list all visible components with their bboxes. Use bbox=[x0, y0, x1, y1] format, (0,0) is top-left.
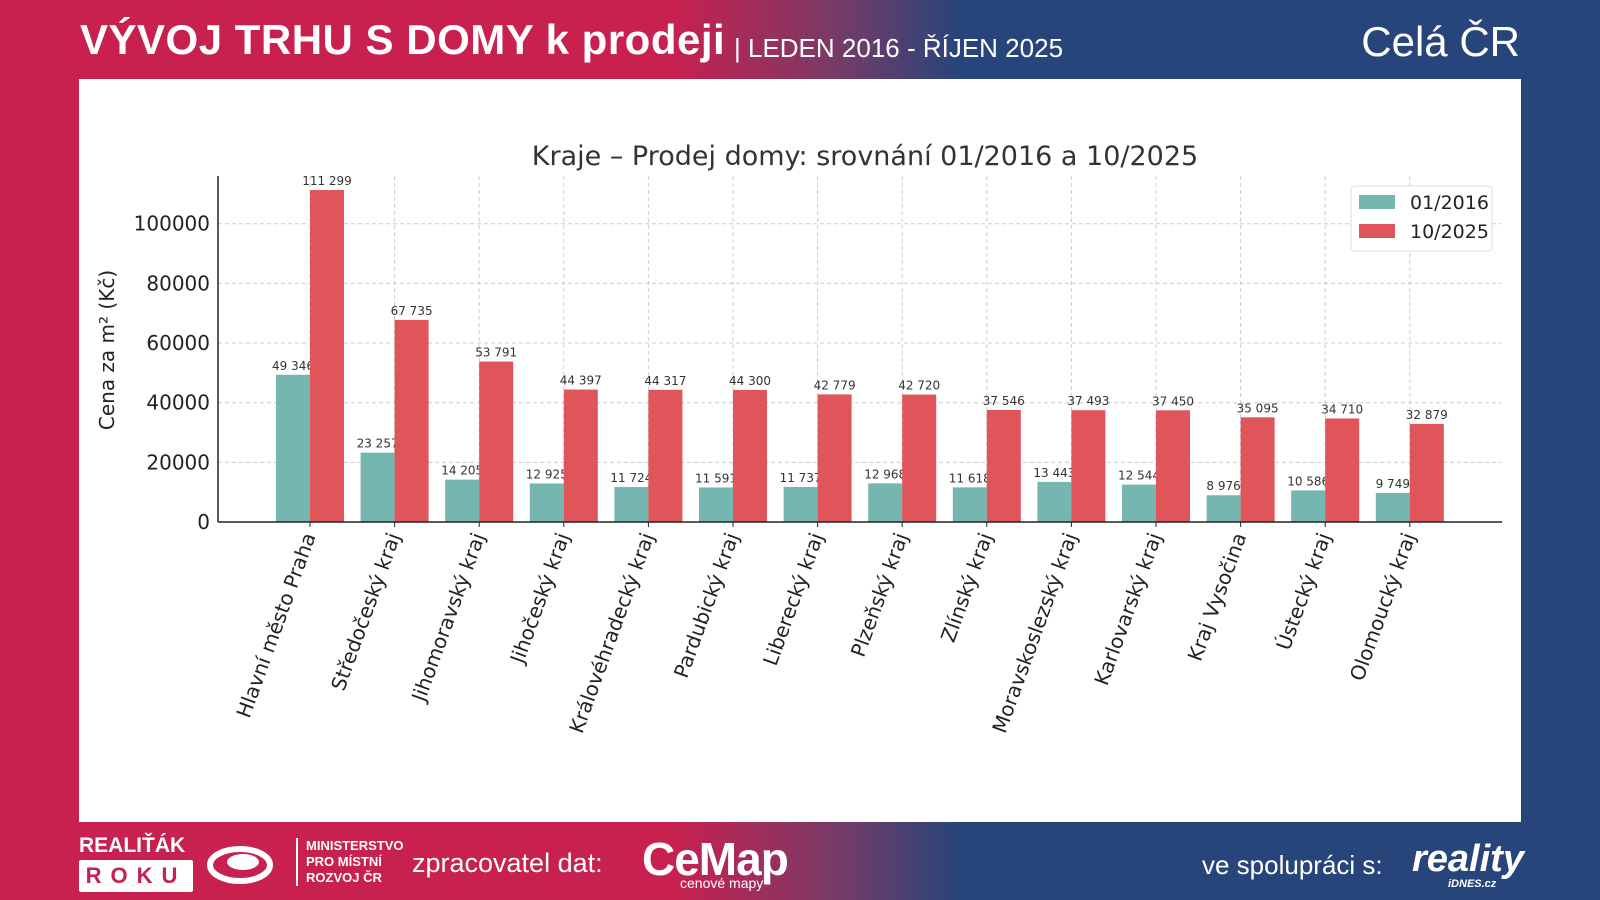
data-label: 9 749 bbox=[1376, 477, 1410, 491]
bar-2016 bbox=[1037, 481, 1072, 522]
legend-swatch-2016 bbox=[1359, 195, 1395, 209]
x-tick-label: Ústecký kraj bbox=[1271, 530, 1336, 654]
y-axis-label: Cena za m² (Kč) bbox=[95, 270, 119, 430]
data-label: 11 737 bbox=[780, 471, 822, 485]
x-tick-label: Kraj Vysočina bbox=[1183, 530, 1252, 665]
data-label: 37 546 bbox=[983, 394, 1025, 408]
ministry-line: MINISTERSTVO bbox=[306, 838, 404, 853]
bar-2016 bbox=[699, 487, 733, 522]
bar-2016 bbox=[1375, 492, 1410, 522]
bar-2025 bbox=[479, 361, 514, 522]
legend-label: 01/2016 bbox=[1410, 192, 1489, 214]
legend-label: 10/2025 bbox=[1410, 221, 1489, 243]
data-label: 111 299 bbox=[302, 174, 352, 188]
data-label: 10 586 bbox=[1287, 474, 1329, 488]
bar-2025 bbox=[648, 389, 683, 522]
data-label: 12 968 bbox=[864, 467, 906, 481]
data-label: 11 724 bbox=[610, 471, 652, 485]
data-label: 37 493 bbox=[1067, 394, 1109, 408]
data-label: 32 879 bbox=[1406, 408, 1448, 422]
ministry-emblem-icon bbox=[207, 846, 273, 884]
data-label: 11 591 bbox=[695, 471, 737, 485]
idnes-logo: iDNES.cz bbox=[1448, 878, 1497, 890]
data-label: 42 779 bbox=[814, 378, 856, 392]
y-tick-label: 0 bbox=[197, 510, 210, 534]
cemap-subtitle: cenové mapy bbox=[680, 875, 764, 891]
x-tick-label: Jihočeský kraj bbox=[504, 530, 574, 669]
legend-swatch-2025 bbox=[1359, 224, 1395, 238]
x-tick-label: Zlínský kraj bbox=[936, 530, 998, 646]
bar-2016 bbox=[360, 452, 395, 522]
x-tick-label: Pardubický kraj bbox=[669, 530, 744, 682]
data-label: 49 346 bbox=[272, 359, 314, 373]
bar-2016 bbox=[1122, 484, 1156, 522]
y-tick-label: 100000 bbox=[134, 212, 210, 236]
bar-2016 bbox=[614, 487, 649, 522]
y-tick-label: 80000 bbox=[146, 271, 210, 295]
x-tick-label: Hlavní město Praha bbox=[231, 530, 320, 721]
page-title: VÝVOJ TRHU S DOMY k prodeji bbox=[80, 16, 726, 63]
x-tick-label: Liberecký kraj bbox=[758, 530, 828, 669]
bar-2025 bbox=[1240, 417, 1275, 522]
data-label: 12 925 bbox=[526, 467, 568, 481]
data-label: 44 317 bbox=[644, 374, 686, 388]
bar-2025 bbox=[310, 190, 344, 522]
y-tick-label: 60000 bbox=[146, 331, 210, 355]
x-tick-label: Plzeňský kraj bbox=[846, 530, 913, 661]
chart-title: Kraje – Prodej domy: srovnání 01/2016 a … bbox=[532, 141, 1198, 172]
ministry-line: ROZVOJ ČR bbox=[306, 870, 382, 885]
bar-2025 bbox=[817, 394, 852, 522]
data-label: 13 443 bbox=[1033, 466, 1075, 480]
bar-2025 bbox=[394, 319, 429, 522]
ministry-logo: MINISTERSTVO PRO MÍSTNÍ ROZVOJ ČR bbox=[296, 838, 404, 886]
bar-2016 bbox=[1291, 490, 1326, 522]
partner-label: ve spolupráci s: bbox=[1202, 850, 1383, 880]
data-label: 44 397 bbox=[560, 374, 602, 388]
data-label: 35 095 bbox=[1237, 401, 1279, 415]
bar-2025 bbox=[563, 389, 598, 522]
award-logo-top: REALIŤÁK bbox=[79, 834, 186, 857]
bar-2025 bbox=[1409, 423, 1444, 522]
bar-2016 bbox=[783, 486, 818, 522]
x-tick-label: Moravskoslezský kraj bbox=[987, 530, 1082, 737]
bar-2016 bbox=[445, 479, 480, 522]
bar-2025 bbox=[1325, 418, 1360, 522]
date-range: | LEDEN 2016 - ŘÍJEN 2025 bbox=[734, 33, 1064, 63]
bar-2025 bbox=[902, 394, 937, 522]
award-logo-bottom: ROKU bbox=[79, 860, 193, 892]
data-label: 53 791 bbox=[475, 346, 517, 360]
bar-2025 bbox=[1071, 410, 1106, 522]
x-tick-label: Karlovarský kraj bbox=[1089, 530, 1166, 689]
cemap-logo: CeMap bbox=[642, 833, 789, 885]
bar-2025 bbox=[733, 389, 767, 522]
x-tick-label: Královéhradecký kraj bbox=[564, 530, 659, 737]
data-label: 12 544 bbox=[1118, 469, 1160, 483]
data-label: 67 735 bbox=[391, 304, 433, 318]
bar-2016 bbox=[868, 483, 903, 522]
bar-2016 bbox=[276, 374, 310, 522]
data-label: 44 300 bbox=[729, 374, 771, 388]
bar-2025 bbox=[986, 410, 1021, 522]
bar-2016 bbox=[529, 483, 564, 522]
data-label: 34 710 bbox=[1321, 402, 1363, 416]
x-tick-label: Středočeský kraj bbox=[326, 530, 405, 694]
ministry-line: PRO MÍSTNÍ bbox=[306, 854, 382, 869]
data-label: 37 450 bbox=[1152, 394, 1194, 408]
data-label: 11 618 bbox=[949, 471, 991, 485]
processor-label: zpracovatel dat: bbox=[412, 848, 603, 878]
data-label: 23 257 bbox=[357, 437, 399, 451]
y-tick-label: 40000 bbox=[146, 391, 210, 415]
y-tick-label: 20000 bbox=[146, 450, 210, 474]
x-tick-label: Olomoucký kraj bbox=[1345, 530, 1421, 684]
x-tick-label: Jihomoravský kraj bbox=[406, 530, 490, 707]
bar-2025 bbox=[1156, 410, 1190, 522]
region-label: Celá ČR bbox=[1361, 18, 1520, 65]
data-label: 8 976 bbox=[1206, 479, 1240, 493]
data-label: 14 205 bbox=[441, 464, 483, 478]
reality-logo: reality bbox=[1412, 838, 1524, 880]
data-label: 42 720 bbox=[898, 379, 940, 393]
bar-2016 bbox=[952, 487, 987, 522]
bar-2016 bbox=[1206, 495, 1241, 522]
